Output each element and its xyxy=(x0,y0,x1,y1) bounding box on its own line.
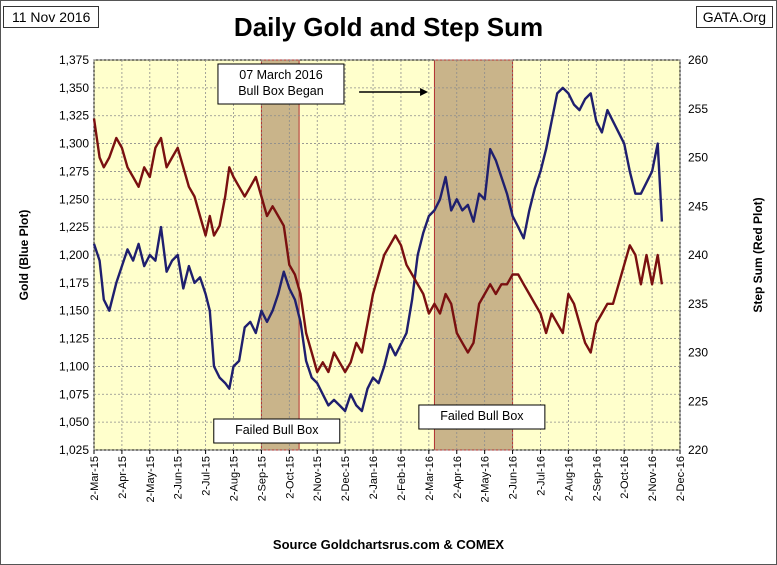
y-left-axis-label: Gold (Blue Plot) xyxy=(17,210,31,301)
y-right-axis-label: Step Sum (Red Plot) xyxy=(751,197,765,312)
x-tick-label: 2-Mar-15 xyxy=(89,456,101,501)
y-right-tick-label: 230 xyxy=(688,346,708,360)
x-tick-label: 2-Nov-16 xyxy=(647,456,659,501)
y-left-tick-label: 1,225 xyxy=(59,220,89,234)
y-left-tick-label: 1,200 xyxy=(59,248,89,262)
y-left-tick-label: 1,300 xyxy=(59,137,89,151)
y-left-tick-label: 1,025 xyxy=(59,443,89,457)
x-tick-label: 2-Jul-16 xyxy=(535,456,547,496)
x-tick-label: 2-Jan-16 xyxy=(368,456,380,499)
y-right-tick-label: 235 xyxy=(688,297,708,311)
y-right-tick-label: 260 xyxy=(688,53,708,67)
x-tick-label: 2-Nov-15 xyxy=(312,456,324,501)
chart-source: Source Goldchartsrus.com & COMEX xyxy=(272,537,505,552)
annotation-failed-box-2-box xyxy=(418,404,546,430)
x-tick-label: 2-Apr-16 xyxy=(452,456,464,499)
x-tick-label: 2-Jun-15 xyxy=(173,456,185,499)
y-right-tick-label: 245 xyxy=(688,199,708,213)
x-tick-label: 2-Dec-15 xyxy=(340,456,352,501)
annotation-bull-box-began-box xyxy=(217,63,345,105)
y-left-tick-label: 1,125 xyxy=(59,332,89,346)
x-tick-label: 2-Mar-16 xyxy=(424,456,436,501)
y-left-tick-label: 1,275 xyxy=(59,164,89,178)
y-right-tick-label: 225 xyxy=(688,394,708,408)
x-tick-label: 2-Jul-15 xyxy=(201,456,213,496)
x-tick-label: 2-Feb-16 xyxy=(396,456,408,501)
x-tick-label: 2-May-16 xyxy=(480,456,492,502)
x-tick-label: 2-May-15 xyxy=(145,456,157,502)
annotation-bull-box-began-text: 07 March 2016 xyxy=(239,68,322,82)
annotation-failed-box-1: Failed Bull Box xyxy=(213,418,341,444)
annotation-failed-box-2: Failed Bull Box xyxy=(418,404,546,430)
annotation-failed-box-1-text: Failed Bull Box xyxy=(235,423,319,437)
source-tag: GATA.Org xyxy=(695,6,773,28)
y-left-tick-label: 1,075 xyxy=(59,387,89,401)
chart-title: Daily Gold and Step Sum xyxy=(233,12,544,42)
y-left-tick-label: 1,050 xyxy=(59,415,89,429)
x-tick-label: 2-Sep-15 xyxy=(256,456,268,501)
annotation-failed-box-1-box xyxy=(213,418,341,444)
y-left-tick-label: 1,325 xyxy=(59,109,89,123)
y-right-tick-label: 220 xyxy=(688,443,708,457)
y-left-tick-label: 1,150 xyxy=(59,304,89,318)
annotation-failed-box-2-text: Failed Bull Box xyxy=(440,409,524,423)
y-left-tick-label: 1,350 xyxy=(59,81,89,95)
step-sum-series-line xyxy=(92,118,664,374)
x-tick-label: 2-Aug-15 xyxy=(229,456,241,501)
y-left-tick-label: 1,100 xyxy=(59,359,89,373)
gold-series-line xyxy=(92,86,664,413)
x-tick-label: 2-Sep-16 xyxy=(591,456,603,501)
date-label: 11 Nov 2016 xyxy=(3,6,100,28)
y-left-tick-label: 1,250 xyxy=(59,192,89,206)
annotation-bull-box-began: 07 March 2016 Bull Box Began xyxy=(217,63,345,105)
annotation-bull-box-began-text: Bull Box Began xyxy=(238,84,324,98)
y-left-tick-label: 1,375 xyxy=(59,53,89,67)
x-tick-label: 2-Apr-15 xyxy=(117,456,129,499)
x-tick-label: 2-Dec-16 xyxy=(675,456,687,501)
y-left-tick-label: 1,175 xyxy=(59,276,89,290)
x-tick-label: 2-Oct-15 xyxy=(284,456,296,499)
annotation-arrowhead xyxy=(420,88,429,96)
x-tick-label: 2-Oct-16 xyxy=(619,456,631,499)
x-tick-label: 2-Jun-16 xyxy=(508,456,520,499)
y-right-tick-label: 240 xyxy=(688,248,708,262)
y-right-tick-label: 255 xyxy=(688,102,708,116)
x-tick-label: 2-Aug-16 xyxy=(563,456,575,501)
y-right-tick-label: 250 xyxy=(688,151,708,165)
